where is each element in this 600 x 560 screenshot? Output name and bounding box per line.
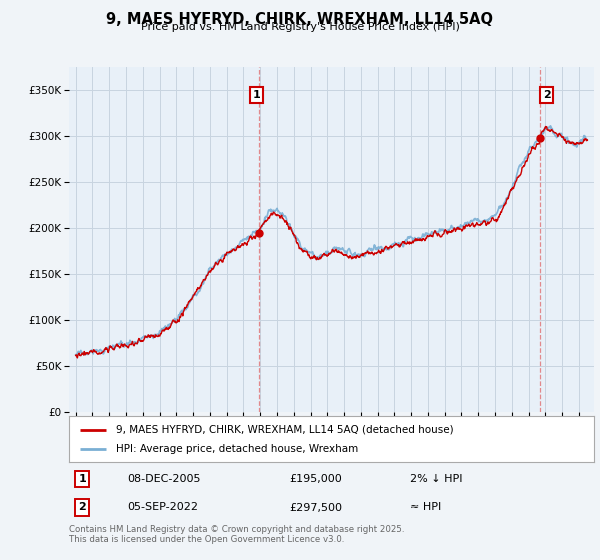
Text: 2% ↓ HPI: 2% ↓ HPI [410,474,463,484]
Text: 1: 1 [78,474,86,484]
Text: 08-DEC-2005: 08-DEC-2005 [127,474,200,484]
Text: Price paid vs. HM Land Registry's House Price Index (HPI): Price paid vs. HM Land Registry's House … [140,22,460,32]
Text: 9, MAES HYFRYD, CHIRK, WREXHAM, LL14 5AQ: 9, MAES HYFRYD, CHIRK, WREXHAM, LL14 5AQ [107,12,493,27]
Text: Contains HM Land Registry data © Crown copyright and database right 2025.
This d: Contains HM Land Registry data © Crown c… [69,525,404,544]
Text: £297,500: £297,500 [290,502,343,512]
Text: £195,000: £195,000 [290,474,342,484]
Text: 9, MAES HYFRYD, CHIRK, WREXHAM, LL14 5AQ (detached house): 9, MAES HYFRYD, CHIRK, WREXHAM, LL14 5AQ… [116,425,454,435]
Text: ≈ HPI: ≈ HPI [410,502,442,512]
Text: HPI: Average price, detached house, Wrexham: HPI: Average price, detached house, Wrex… [116,444,359,454]
Text: 2: 2 [542,90,550,100]
Text: 2: 2 [78,502,86,512]
Text: 1: 1 [253,90,260,100]
Text: 05-SEP-2022: 05-SEP-2022 [127,502,198,512]
